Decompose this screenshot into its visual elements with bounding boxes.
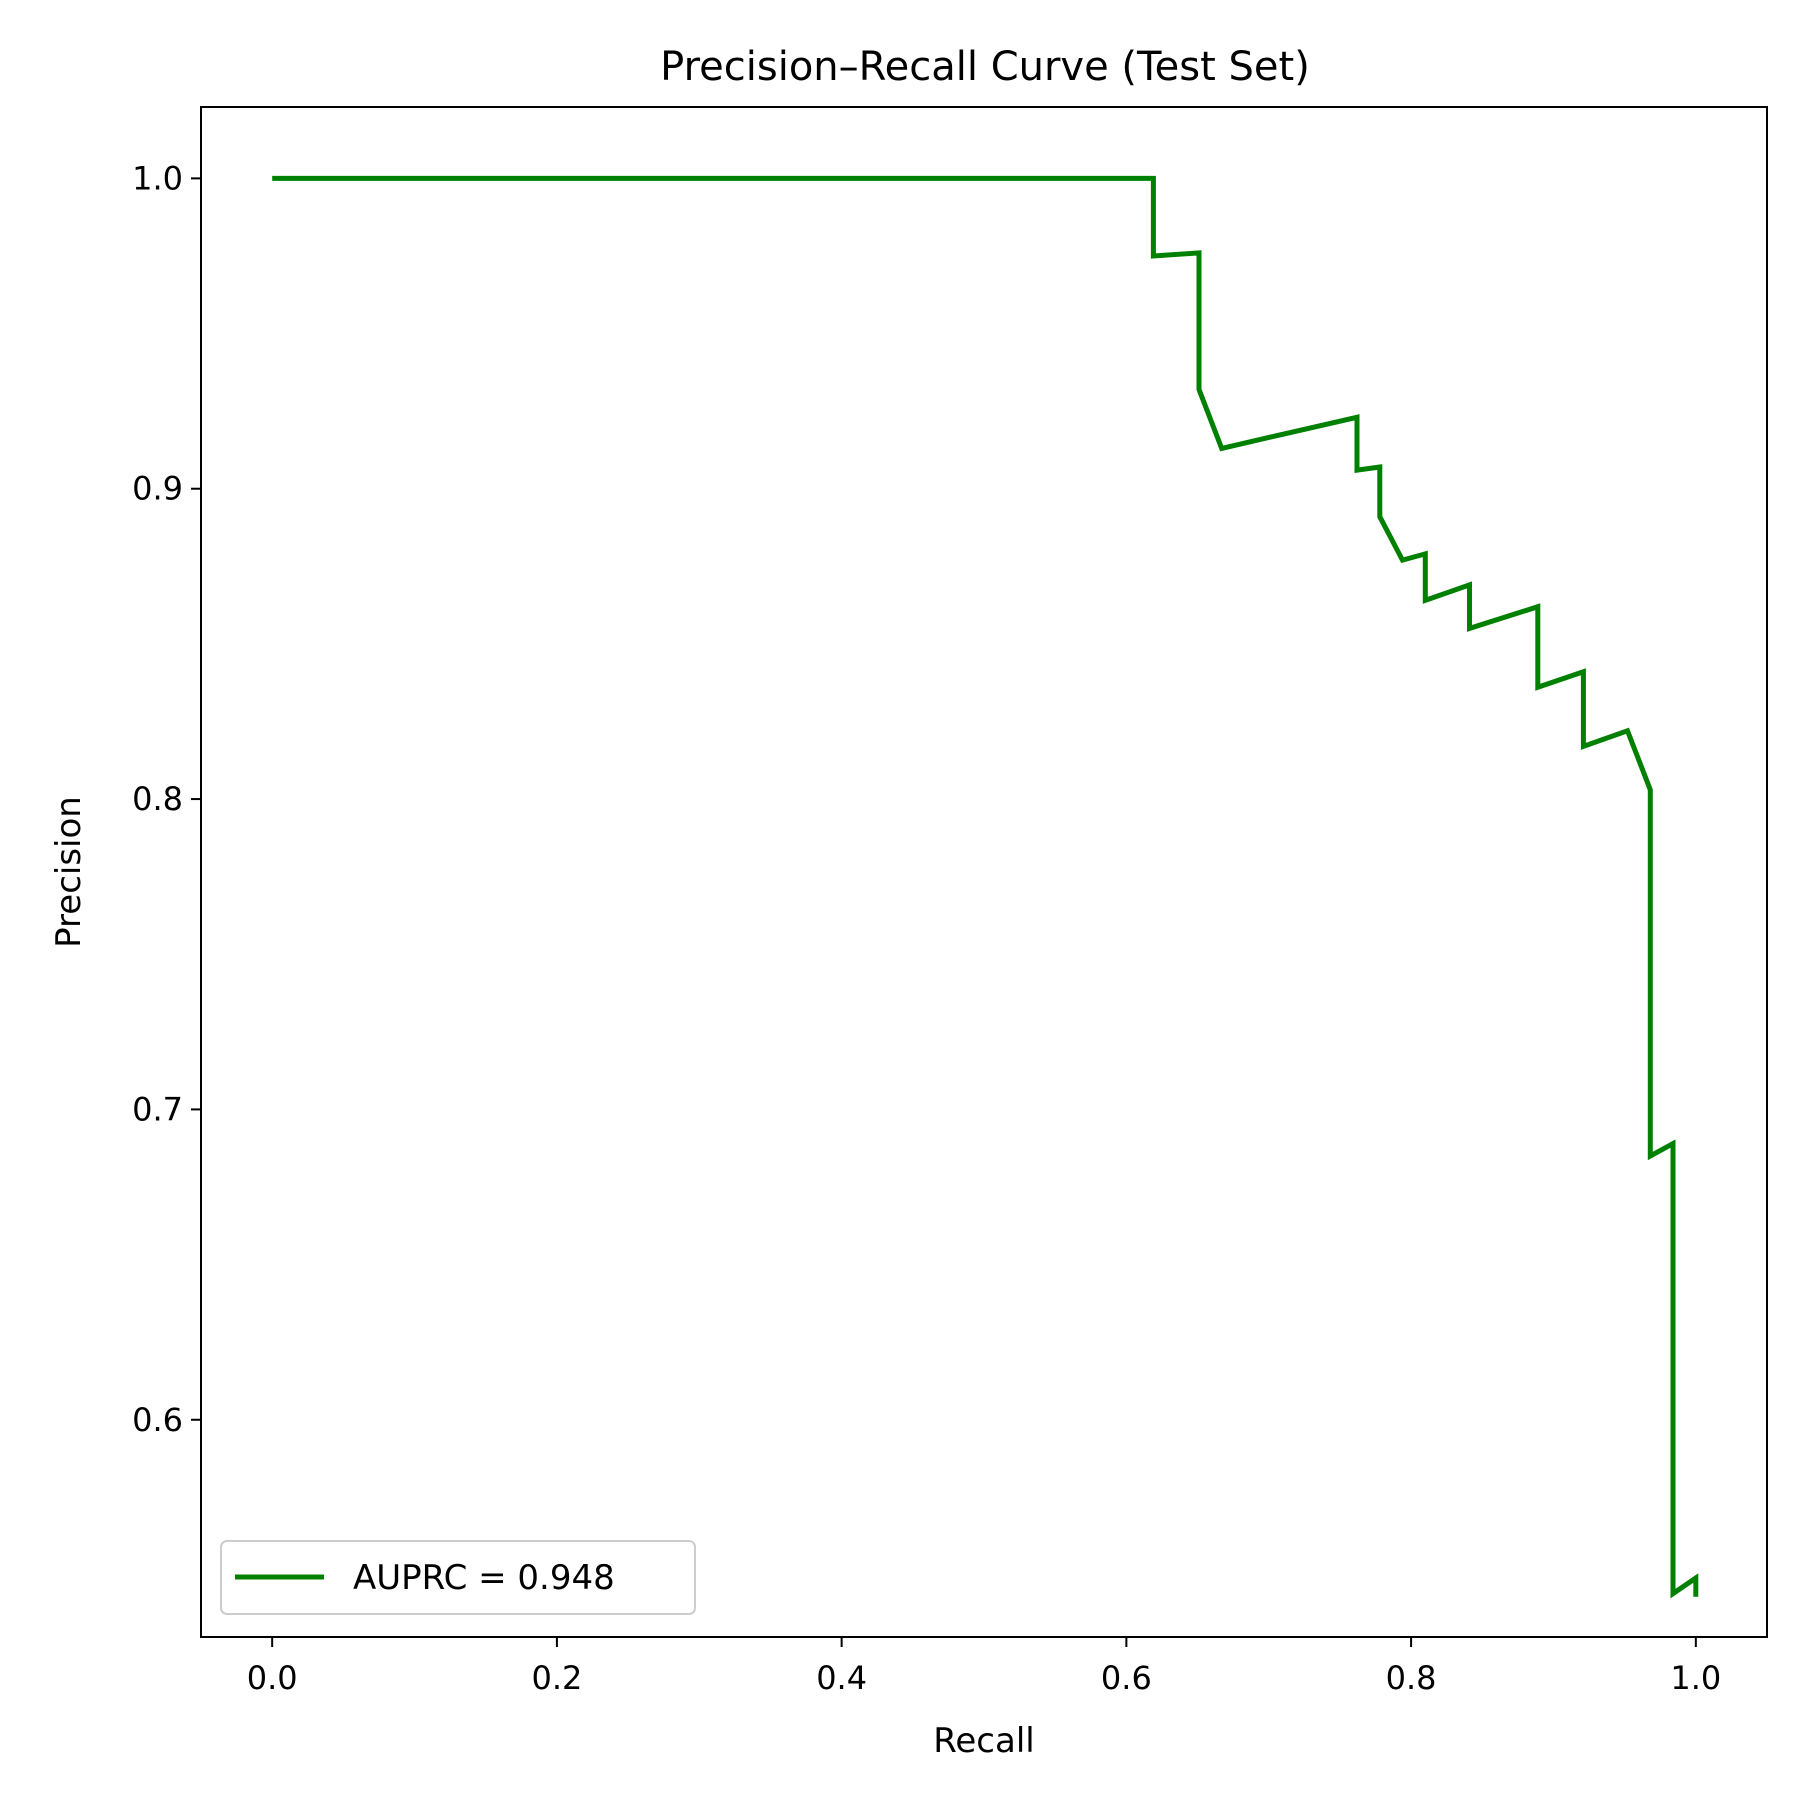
pr-curve-line (272, 175, 1699, 1599)
y-tick-label: 1.0 (132, 159, 183, 197)
x-tick-label: 0.8 (1386, 1659, 1437, 1697)
legend-box (220, 1540, 696, 1615)
x-tick-label: 1.0 (1670, 1659, 1721, 1697)
x-tick-label: 0.4 (816, 1659, 867, 1697)
plot-area (201, 107, 1767, 1637)
y-axis-ticks: 0.6 0.7 0.8 0.9 1.0 (132, 159, 201, 1439)
y-tick-label: 0.6 (132, 1401, 183, 1439)
series-layer (272, 175, 1699, 1599)
plot-frame (200, 106, 1768, 1638)
x-axis-label: Recall (933, 1721, 1034, 1761)
y-tick-label: 0.8 (132, 780, 183, 818)
y-tick-label: 0.9 (132, 470, 183, 508)
x-tick-label: 0.2 (531, 1659, 582, 1697)
x-tick-label: 0.0 (247, 1659, 298, 1697)
x-axis-ticks: 0.0 0.2 0.4 0.6 0.8 1.0 (247, 1637, 1721, 1697)
x-tick-label: 0.6 (1101, 1659, 1152, 1697)
legend-label: AUPRC = 0.948 (353, 1558, 615, 1598)
y-axis-label: Precision (49, 796, 89, 948)
chart-title: Precision–Recall Curve (Test Set) (660, 44, 1310, 90)
y-tick-label: 0.7 (132, 1090, 183, 1128)
legend: AUPRC = 0.948 (220, 1540, 696, 1615)
